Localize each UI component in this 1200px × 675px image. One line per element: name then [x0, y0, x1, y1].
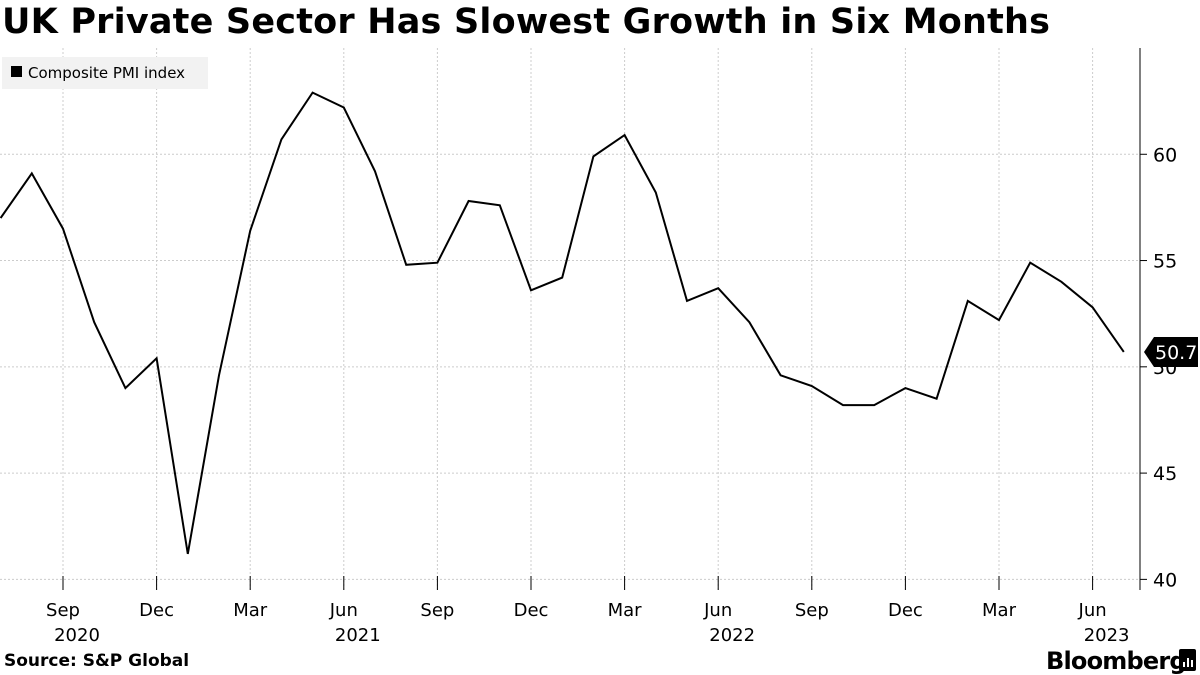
legend-label: Composite PMI index [28, 64, 185, 82]
x-year-label: 2022 [709, 625, 755, 646]
series-layer [0, 91, 1125, 555]
x-tick-label: Dec [888, 600, 923, 621]
y-tick-label: 45 [1153, 463, 1177, 485]
y-tick-label: 55 [1153, 251, 1177, 273]
last-value-layer: 50.7 [1144, 336, 1198, 367]
last-value-tag [1144, 336, 1198, 367]
x-tick-label: Sep [46, 600, 80, 621]
x-year-label: 2020 [54, 625, 100, 646]
x-tick-label: Mar [233, 600, 268, 621]
last-value-label: 50.7 [1155, 342, 1197, 364]
bloomberg-logo: Bloomberg [1046, 647, 1187, 675]
series-line [0, 91, 1125, 555]
x-tick-label: Dec [139, 600, 174, 621]
x-tick-label: Jun [329, 600, 358, 621]
x-tick-label: Mar [982, 600, 1017, 621]
x-year-label: 2023 [1084, 625, 1130, 646]
grid-layer [0, 48, 1140, 590]
x-tick-label: Sep [420, 600, 454, 621]
chart-title: UK Private Sector Has Slowest Growth in … [2, 2, 1051, 42]
x-year-label: 2021 [335, 625, 381, 646]
legend: Composite PMI index [2, 57, 208, 89]
y-tick-label: 60 [1153, 144, 1177, 166]
x-tick-label: Dec [514, 600, 549, 621]
legend-background [2, 57, 208, 89]
x-tick-label: Sep [795, 600, 829, 621]
y-tick-label: 40 [1153, 569, 1177, 591]
legend-swatch [11, 66, 22, 77]
x-tick-label: Jun [703, 600, 732, 621]
bloomberg-terminal-icon [1179, 649, 1196, 671]
source-note: Source: S&P Global [4, 651, 190, 671]
x-tick-label: Mar [608, 600, 643, 621]
x-tick-label: Jun [1078, 600, 1107, 621]
